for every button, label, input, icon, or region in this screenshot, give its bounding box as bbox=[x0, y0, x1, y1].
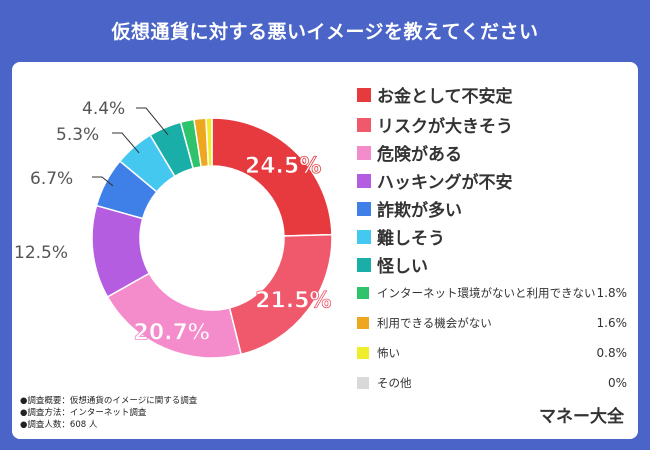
legend-swatch-2 bbox=[357, 145, 371, 160]
legend-swatch-0 bbox=[357, 87, 371, 102]
legend-item-8: 利用できる機会がない 1.6% bbox=[357, 315, 627, 331]
legend-label-0: お金として不安定 bbox=[377, 87, 513, 107]
header: 仮想通貨に対する悪いイメージを教えてください bbox=[0, 0, 650, 60]
note-summary: ●調査概要：仮想通貨のイメージに関する調査 bbox=[20, 396, 198, 406]
slice-label-5: 5.3% bbox=[56, 125, 99, 145]
slice-label-6: 4.4% bbox=[82, 99, 125, 119]
slice-label-4: 6.7% bbox=[30, 169, 73, 189]
survey-notes: ●調査概要：仮想通貨のイメージに関する調査 ●調査方法：インターネット調査 ●調… bbox=[20, 395, 197, 431]
brand-logo-text: マネー大全 bbox=[539, 407, 624, 427]
legend-label-1: リスクが大きそう bbox=[377, 117, 513, 137]
legend-swatch-4 bbox=[357, 201, 371, 216]
legend-label-7: インターネット環境がないと利用できない bbox=[377, 286, 596, 300]
legend-swatch-1 bbox=[357, 117, 371, 132]
legend-label-2: 危険がある bbox=[377, 145, 462, 165]
legend-item-1: リスクが大きそう bbox=[357, 112, 513, 137]
legend-swatch-3 bbox=[357, 173, 371, 188]
chart-card: 24.5% 21.5% 20.7% 12.5% 6.7% 5.3% 4.4% お金として不安… bbox=[12, 62, 638, 439]
slice-label-3: 12.5% bbox=[14, 243, 68, 263]
legend-label-9: 怖い bbox=[377, 346, 400, 360]
legend-value-7: 1.8% bbox=[596, 286, 628, 300]
donut-chart: 24.5% 21.5% 20.7% 12.5% 6.7% 5.3% 4.4% bbox=[14, 99, 333, 359]
legend-item-4: 詐欺が多い bbox=[357, 196, 462, 221]
legend-value-10: 0% bbox=[607, 376, 627, 390]
legend-swatch-10 bbox=[357, 377, 369, 389]
legend-item-7: インターネット環境がないと利用できない 1.8% bbox=[357, 285, 627, 301]
slice-9 bbox=[205, 117, 213, 167]
page-title: 仮想通貨に対する悪いイメージを教えてください bbox=[111, 20, 539, 43]
legend-value-9: 0.8% bbox=[596, 346, 628, 360]
legend-item-0: お金として不安定 bbox=[357, 82, 513, 107]
legend-item-10: その他 0% bbox=[357, 375, 627, 391]
legend-swatch-5 bbox=[357, 229, 371, 244]
note-method: ●調査方法：インターネット調査 bbox=[20, 408, 147, 418]
slice-0 bbox=[211, 117, 333, 237]
legend-label-8: 利用できる機会がない bbox=[377, 316, 492, 330]
slice-label-0: 24.5% bbox=[245, 154, 321, 179]
legend-item-9: 怖い 0.8% bbox=[357, 345, 627, 361]
slice-label-1: 21.5% bbox=[255, 289, 331, 314]
legend-swatch-8 bbox=[357, 317, 369, 329]
slice-label-2: 20.7% bbox=[134, 321, 210, 346]
legend-label-5: 難しそう bbox=[377, 229, 445, 249]
leader-line-4 bbox=[92, 176, 114, 187]
legend-item-5: 難しそう bbox=[357, 224, 445, 249]
leader-line-5 bbox=[112, 132, 140, 154]
legend-label-3: ハッキングが不安 bbox=[377, 173, 513, 193]
legend-value-8: 1.6% bbox=[596, 316, 628, 330]
legend-swatch-9 bbox=[357, 347, 369, 359]
legend-label-6: 怪しい bbox=[377, 257, 428, 277]
legend-label-4: 詐欺が多い bbox=[377, 201, 462, 221]
legend-swatch-7 bbox=[357, 287, 369, 299]
legend-swatch-6 bbox=[357, 257, 371, 272]
legend-item-2: 危険がある bbox=[357, 140, 462, 165]
legend-item-6: 怪しい bbox=[357, 252, 428, 277]
leader-line-6 bbox=[136, 107, 169, 136]
legend-label-10: その他 bbox=[377, 376, 412, 390]
note-count: ●調査人数：608 人 bbox=[20, 420, 98, 430]
legend-item-3: ハッキングが不安 bbox=[357, 168, 513, 193]
